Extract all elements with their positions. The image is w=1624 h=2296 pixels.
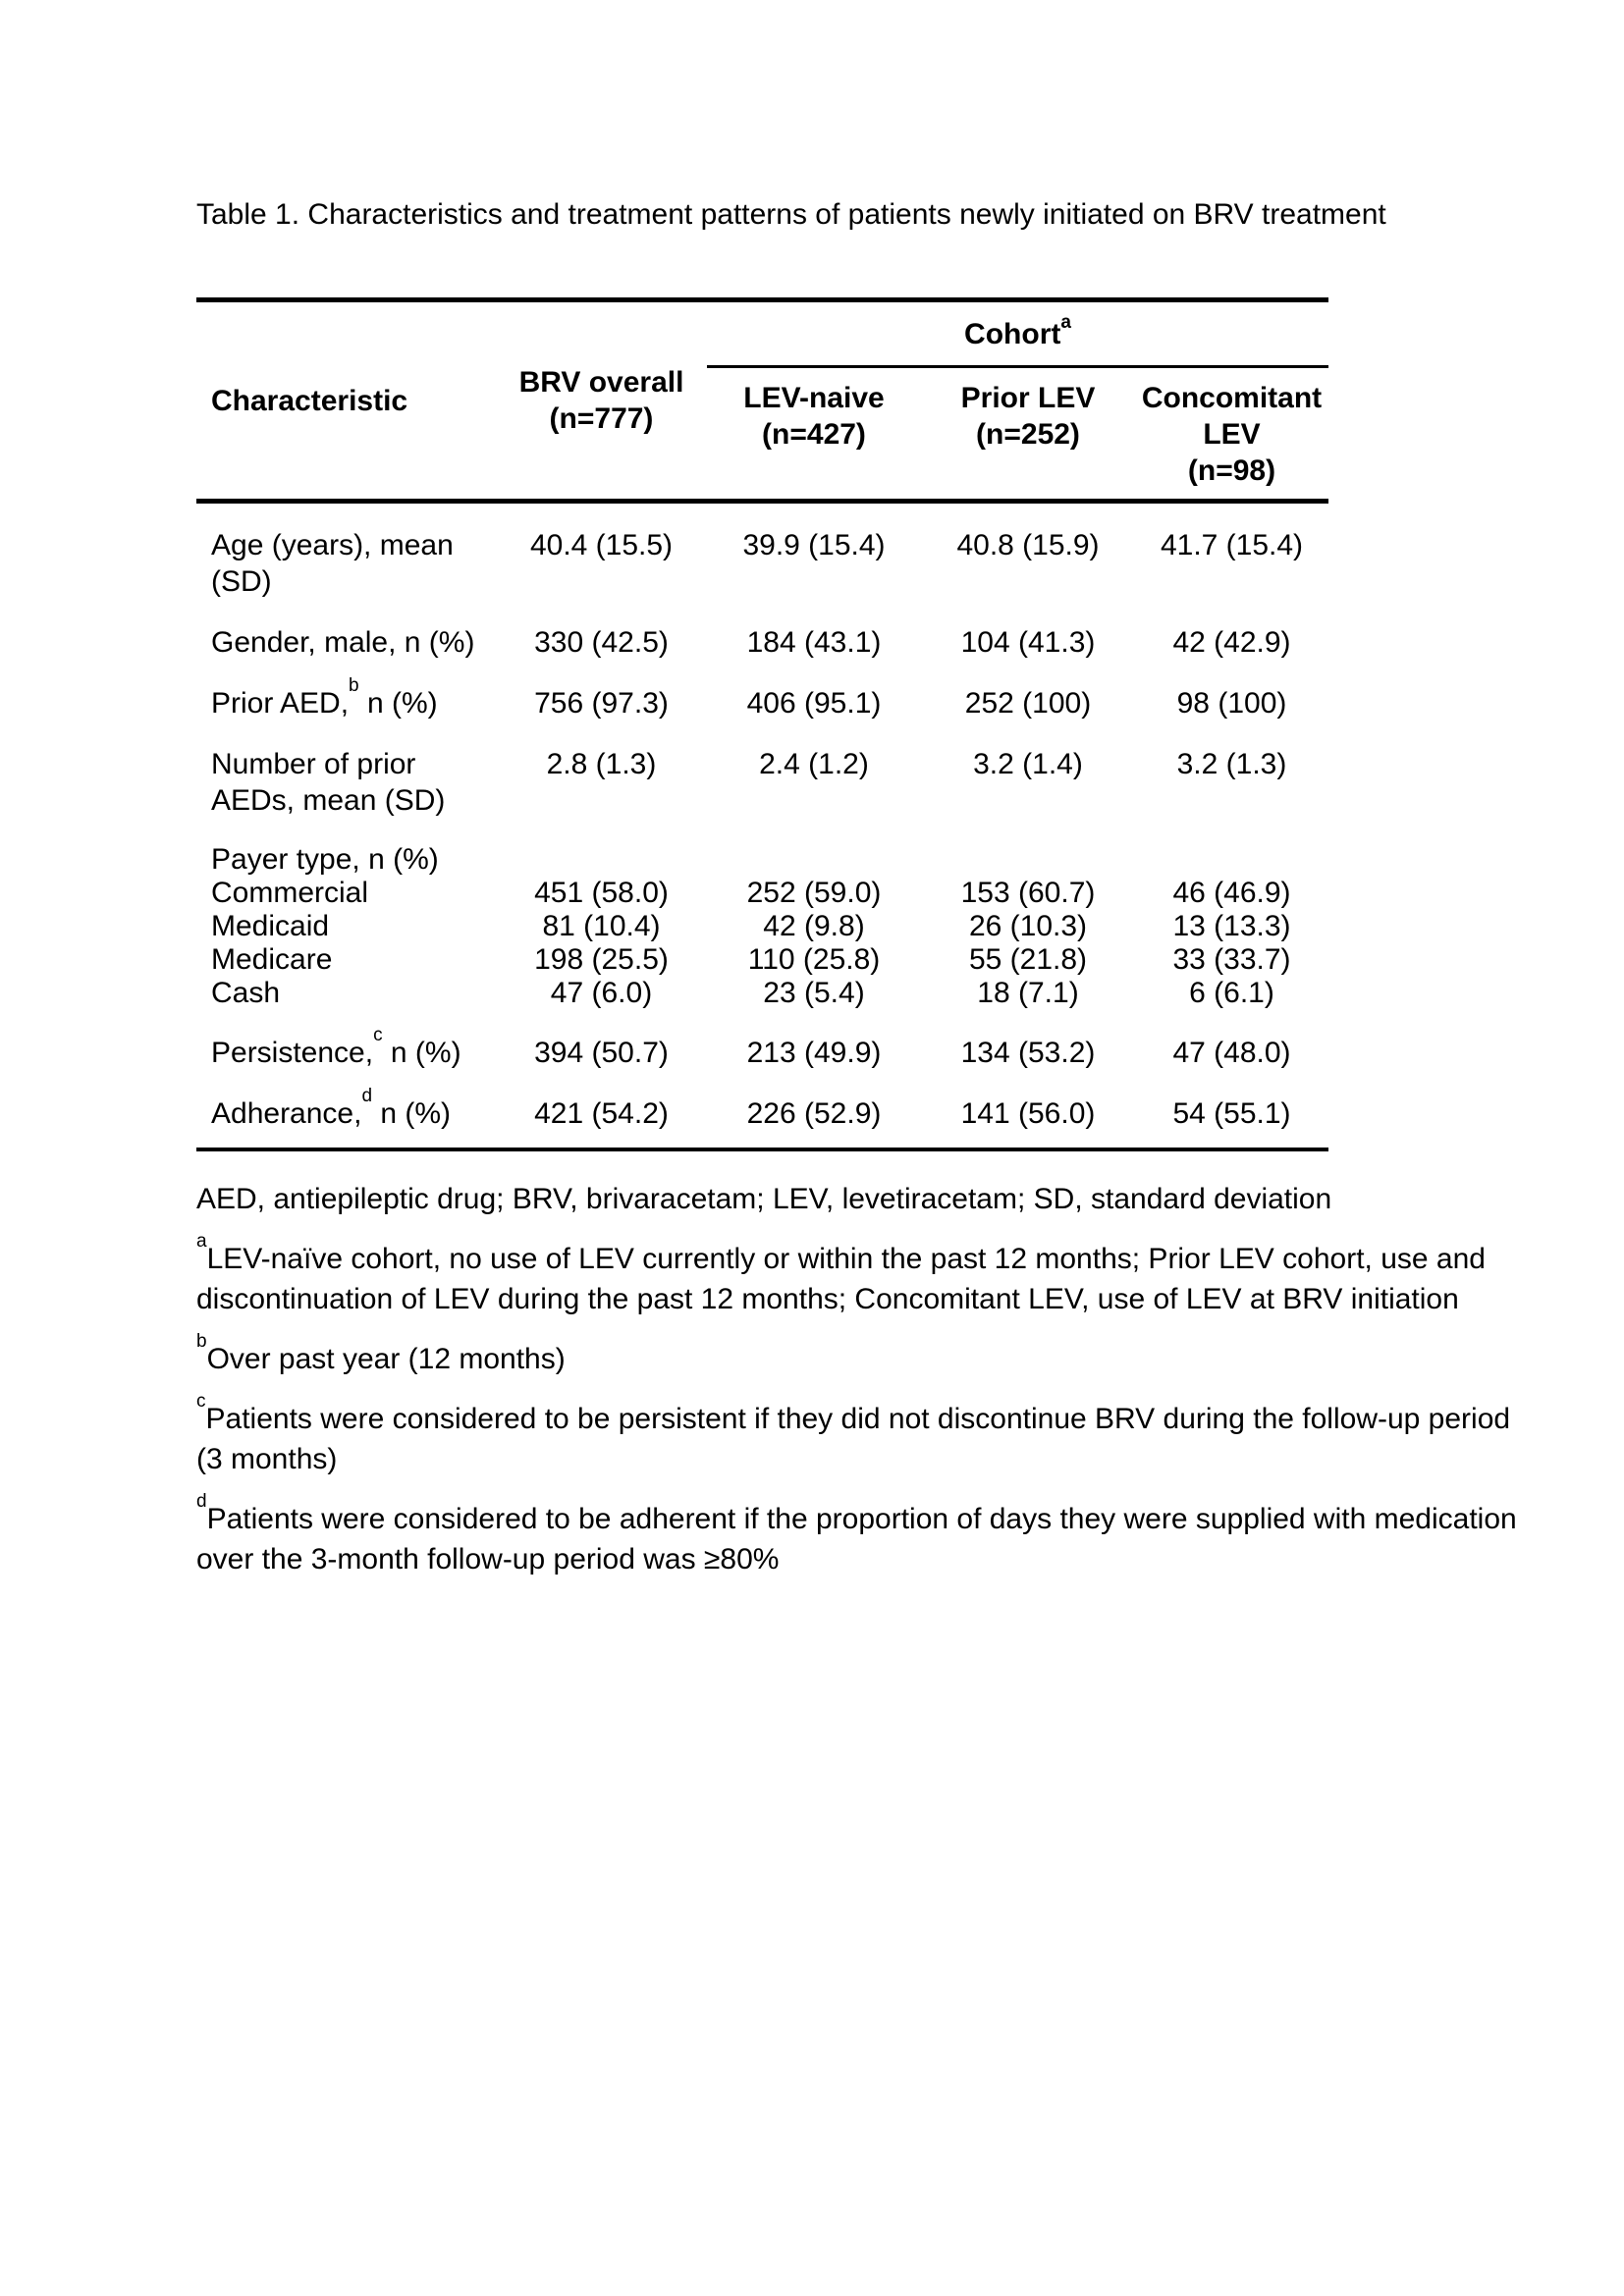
cell-value: 81 (10.4) [542,910,661,942]
payer-item-label: Medicaid [211,910,330,942]
row-label: Age (years), mean (SD) [211,529,454,598]
row-label: Persistence,c n (%) [211,1025,461,1069]
cell-value: 104 (41.3) [960,626,1096,659]
row-label: Number of prior AEDs, mean (SD) [211,748,446,817]
spacer [496,843,707,877]
document-page: Table 1. Characteristics and treatment p… [196,196,1517,1579]
cell-value: 330 (42.5) [534,626,669,659]
cell-value: 40.4 (15.5) [529,529,674,561]
table-row-age: Age (years), mean (SD) 40.4 (15.5) 39.9 … [196,527,1328,600]
cell-value: 198 (25.5) [534,943,669,976]
row-label: Adherance,d n (%) [211,1086,452,1130]
cell-value: 252 (59.0) [746,877,882,909]
footnote-a: aLEV-naïve cohort, no use of LEV current… [196,1231,1486,1315]
cell-value: 421 (54.2) [534,1097,669,1130]
cell-value: 141 (56.0) [960,1097,1096,1130]
payer-values-lev-naive: 252 (59.0) 42 (9.8) 110 (25.8) 23 (5.4) [707,843,921,1010]
table-row-persistence: Persistence,c n (%) 394 (50.7) 213 (49.9… [196,1025,1328,1071]
payer-item-label: Medicare [211,943,333,976]
spacer [1135,843,1328,877]
footnote-marker: a [196,1231,207,1252]
column-header-prior-lev: Prior LEV (n=252) [960,382,1096,451]
cell-value: 13 (13.3) [1172,910,1291,942]
cell-value: 2.4 (1.2) [759,748,869,780]
table-header: Characteristic BRV overall (n=777) Cohor… [196,302,1328,504]
cell-value: 46 (46.9) [1172,877,1291,909]
cell-value: 406 (95.1) [746,687,882,720]
cell-value: 41.7 (15.4) [1160,529,1304,561]
cell-value: 110 (25.8) [747,943,881,976]
footnote-b: bOver past year (12 months) [196,1331,566,1375]
footnote-marker: d [196,1491,207,1512]
cell-value: 18 (7.1) [977,977,1079,1009]
cell-value: 6 (6.1) [1189,977,1274,1009]
table-row-num-prior-aeds: Number of prior AEDs, mean (SD) 2.8 (1.3… [196,746,1328,819]
cell-value: 252 (100) [964,687,1092,720]
payer-group-header: Payer type, n (%) [211,843,439,876]
row-label: Payer type, n (%) Commercial Medicaid Me… [196,843,496,1010]
page-title: Table 1. Characteristics and treatment p… [196,198,1386,231]
cell-value: 756 (97.3) [534,687,669,720]
cell-value: 23 (5.4) [763,977,865,1009]
column-header-concomitant-lev: Concomitant LEV (n=98) [1141,382,1323,487]
cell-value: 42 (9.8) [763,910,865,942]
table-row-adherance: Adherance,d n (%) 421 (54.2) 226 (52.9) … [196,1086,1328,1132]
cell-value: 3.2 (1.3) [1176,748,1287,780]
spacer [921,843,1135,877]
cell-value: 26 (10.3) [968,910,1088,942]
payer-values-concomitant-lev: 46 (46.9) 13 (13.3) 33 (33.7) 6 (6.1) [1135,843,1328,1010]
row-label: Gender, male, n (%) [211,626,475,659]
abbreviations-note: AED, antiepileptic drug; BRV, brivaracet… [196,1183,1332,1215]
table-notes: AED, antiepileptic drug; BRV, brivaracet… [196,1179,1517,1579]
cell-value: 184 (43.1) [746,626,882,659]
cell-value: 47 (6.0) [550,977,653,1009]
cell-value: 394 (50.7) [534,1037,669,1069]
spacer [707,843,921,877]
table-row-prior-aed: Prior AED,b n (%) 756 (97.3) 406 (95.1) … [196,675,1328,721]
cell-value: 153 (60.7) [960,877,1096,909]
footnote-d: dPatients were considered to be adherent… [196,1491,1517,1575]
cell-value: 42 (42.9) [1172,626,1291,659]
cell-value: 39.9 (15.4) [742,529,886,561]
payer-values-prior-lev: 153 (60.7) 26 (10.3) 55 (21.8) 18 (7.1) [921,843,1135,1010]
cohort-spanner-header: Cohort a [707,302,1328,368]
table-row-gender: Gender, male, n (%) 330 (42.5) 184 (43.1… [196,624,1328,661]
cell-value: 55 (21.8) [968,943,1088,976]
footnote-marker: c [196,1391,206,1412]
footnote-c: cPatients were considered to be persiste… [196,1391,1511,1475]
cell-value: 2.8 (1.3) [546,748,657,780]
column-header-brv-overall: BRV overall (n=777) [518,366,684,435]
cell-value: 47 (48.0) [1172,1037,1291,1069]
payer-item-label: Cash [211,977,281,1009]
table-body: Age (years), mean (SD) 40.4 (15.5) 39.9 … [196,504,1328,1148]
footnote-marker: b [196,1331,207,1352]
footnote-marker: c [373,1025,383,1045]
cell-value: 54 (55.1) [1172,1097,1291,1130]
cell-value: 33 (33.7) [1172,943,1291,976]
characteristics-table: Characteristic BRV overall (n=777) Cohor… [196,297,1328,1151]
column-header-characteristic: Characteristic [211,384,408,417]
column-header-lev-naive: LEV-naive (n=427) [743,382,885,451]
cell-value: 226 (52.9) [746,1097,882,1130]
payer-values-brv-overall: 451 (58.0) 81 (10.4) 198 (25.5) 47 (6.0) [496,843,707,1010]
cell-value: 213 (49.9) [746,1037,882,1069]
row-label: Prior AED,b n (%) [211,675,438,720]
footnote-marker: b [349,675,359,696]
cell-value: 134 (53.2) [960,1037,1096,1069]
cell-value: 40.8 (15.9) [956,529,1100,561]
cell-value: 451 (58.0) [534,877,669,909]
payer-item-label: Commercial [211,877,369,909]
cell-value: 98 (100) [1176,687,1287,720]
cell-value: 3.2 (1.4) [973,748,1083,780]
footnote-marker: d [361,1086,373,1106]
table-row-payer-type: Payer type, n (%) Commercial Medicaid Me… [196,843,1328,1010]
